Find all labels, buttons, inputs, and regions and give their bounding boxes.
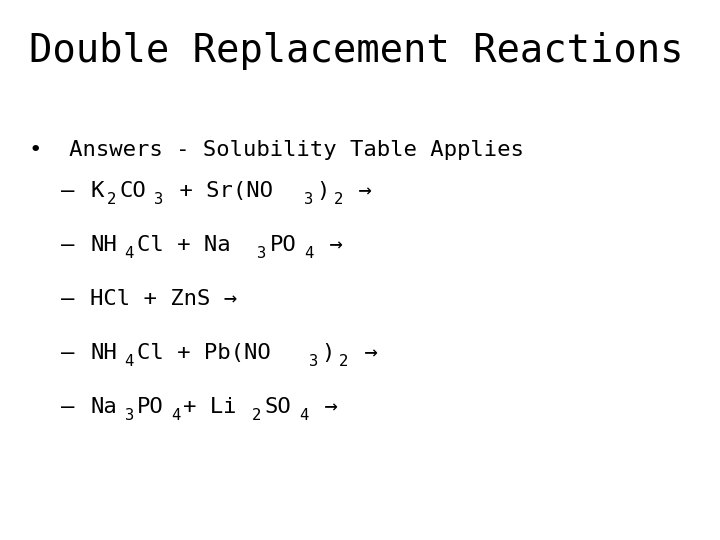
Text: 2: 2 xyxy=(107,192,117,207)
Text: PO: PO xyxy=(269,235,296,255)
Text: –: – xyxy=(61,181,75,201)
Text: →: → xyxy=(346,181,372,201)
Text: 3: 3 xyxy=(304,192,313,207)
Text: + Li: + Li xyxy=(183,397,237,417)
Text: ): ) xyxy=(316,181,330,201)
Text: Na: Na xyxy=(90,397,117,417)
Text: PO: PO xyxy=(137,397,163,417)
Text: SO: SO xyxy=(264,397,291,417)
Text: + Sr(NO: + Sr(NO xyxy=(166,181,273,201)
Text: CO: CO xyxy=(120,181,146,201)
Text: K: K xyxy=(90,181,104,201)
Text: Double Replacement Reactions: Double Replacement Reactions xyxy=(29,32,683,70)
Text: →: → xyxy=(316,235,343,255)
Text: 3: 3 xyxy=(125,408,134,423)
Text: NH: NH xyxy=(90,343,117,363)
Text: •  Answers - Solubility Table Applies: • Answers - Solubility Table Applies xyxy=(29,140,523,160)
Text: 2: 2 xyxy=(252,408,261,423)
Text: →: → xyxy=(311,397,338,417)
Text: 3: 3 xyxy=(154,192,163,207)
Text: –: – xyxy=(61,397,75,417)
Text: ): ) xyxy=(321,343,335,363)
Text: 4: 4 xyxy=(171,408,181,423)
Text: 4: 4 xyxy=(125,354,134,369)
Text: 4: 4 xyxy=(304,246,313,261)
Text: Cl + Pb(NO: Cl + Pb(NO xyxy=(137,343,271,363)
Text: –: – xyxy=(61,235,75,255)
Text: 2: 2 xyxy=(333,192,343,207)
Text: 4: 4 xyxy=(125,246,134,261)
Text: –: – xyxy=(61,343,75,363)
Text: –: – xyxy=(61,289,75,309)
Text: NH: NH xyxy=(90,235,117,255)
Text: 2: 2 xyxy=(338,354,348,369)
Text: →: → xyxy=(351,343,377,363)
Text: 3: 3 xyxy=(258,246,267,261)
Text: 4: 4 xyxy=(299,408,308,423)
Text: 3: 3 xyxy=(309,354,318,369)
Text: HCl + ZnS →: HCl + ZnS → xyxy=(90,289,237,309)
Text: Cl + Na: Cl + Na xyxy=(137,235,230,255)
